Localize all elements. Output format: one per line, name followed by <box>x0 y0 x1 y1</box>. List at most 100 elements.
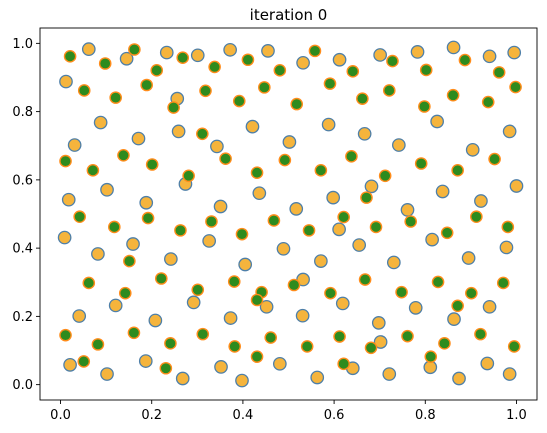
scatter-point <box>196 127 209 141</box>
scatter-point <box>91 338 105 351</box>
scatter-point <box>202 234 217 248</box>
scatter-point <box>167 101 180 114</box>
scatter-point <box>465 286 478 300</box>
scatter-point <box>337 210 350 224</box>
y-tick-label: 0.8 <box>12 105 33 120</box>
scatter-point <box>182 169 195 183</box>
scatter-point <box>310 370 325 385</box>
scatter-point <box>386 255 401 270</box>
scatter-point <box>67 138 82 152</box>
scatter-point <box>100 182 114 197</box>
scatter-point <box>57 230 72 245</box>
scatter-point <box>223 311 238 325</box>
scatter-point <box>451 299 464 313</box>
scatter-point <box>302 224 316 237</box>
scatter-point <box>373 48 387 62</box>
scatter-point <box>171 124 186 139</box>
scatter-point <box>139 195 154 210</box>
scatter-point <box>223 42 237 57</box>
x-tick-label: 0.6 <box>324 408 345 423</box>
scatter-point <box>164 337 177 350</box>
scatter-point <box>140 78 153 92</box>
scatter-point <box>440 226 454 240</box>
scatter-point <box>333 330 346 343</box>
scatter-point <box>419 63 433 77</box>
scatter-point <box>250 350 264 363</box>
scatter-point <box>295 308 310 323</box>
scatter-point <box>264 331 278 344</box>
scatter-point <box>186 295 201 310</box>
scatter-point <box>507 45 522 60</box>
scatter-point <box>480 356 495 371</box>
scatter-point <box>481 95 495 109</box>
scatter-point <box>259 299 274 314</box>
scatter-point <box>332 222 346 237</box>
scatter-point <box>235 227 249 241</box>
scatter-point <box>59 328 72 342</box>
scatter-point <box>509 179 524 193</box>
scatter-point <box>509 80 522 94</box>
scatter-point <box>205 215 218 228</box>
scatter-point <box>81 42 96 57</box>
scatter-point <box>250 166 264 179</box>
scatter-point <box>131 131 146 146</box>
scatter-point <box>126 237 140 251</box>
scatter-point <box>261 44 275 58</box>
scatter-point <box>404 215 418 228</box>
y-tick-label: 0.6 <box>12 173 33 188</box>
scatter-point <box>458 53 472 67</box>
scatter-point <box>474 194 488 208</box>
scatter-point <box>496 276 510 290</box>
scatter-point <box>59 74 73 89</box>
scatter-point <box>364 179 379 194</box>
scatter-point <box>91 247 105 261</box>
scatter-point <box>214 360 228 374</box>
scatter-point <box>296 55 310 70</box>
scatter-point <box>300 340 314 353</box>
scatter-point <box>501 220 515 234</box>
ticks-layer: 0.0 0.2 0.4 0.6 0.8 1.0 0.0 0.2 0.4 0.6 0.8 1.0 <box>12 37 527 423</box>
scatter-point <box>321 117 336 132</box>
scatter-point <box>287 278 301 292</box>
scatter-point <box>127 326 141 340</box>
scatter-point <box>357 126 372 141</box>
scatter-point <box>63 357 77 372</box>
scatter-point <box>282 135 297 149</box>
scatter-point <box>145 158 159 171</box>
scatter-point <box>418 100 431 113</box>
scatter-point <box>400 203 415 217</box>
scatter-point <box>378 169 392 183</box>
scatter-point <box>314 254 328 268</box>
scatter-point <box>123 254 136 268</box>
scatter-point <box>267 214 281 227</box>
scatter-point <box>228 340 241 353</box>
scatter-point <box>452 371 466 386</box>
scatter-point <box>238 257 253 272</box>
scatter-point <box>190 48 205 63</box>
scatter-point <box>176 51 190 64</box>
scatter-point <box>219 152 232 166</box>
scatter-point <box>358 273 372 286</box>
scatter-point <box>474 327 487 341</box>
scatter-point <box>148 313 163 328</box>
scatter-point <box>150 64 164 77</box>
scatter-point <box>395 285 408 299</box>
x-tick-label: 0.2 <box>141 408 162 423</box>
scatter-point <box>482 299 497 314</box>
scatter-point <box>199 84 212 98</box>
scatter-point <box>82 276 96 290</box>
scatter-point <box>461 251 476 265</box>
scatter-point <box>108 220 121 234</box>
scatter-point <box>245 119 260 134</box>
scatter-point <box>63 50 77 63</box>
x-tick-label: 0.8 <box>415 408 436 423</box>
scatter-point <box>213 199 228 214</box>
scatter-point <box>386 54 399 68</box>
scatter-point <box>109 91 122 104</box>
scatter-point <box>98 57 112 70</box>
scatter-point <box>438 337 451 350</box>
scatter-point <box>356 92 369 105</box>
scatter-point <box>446 40 461 55</box>
scatter-point <box>174 224 187 237</box>
